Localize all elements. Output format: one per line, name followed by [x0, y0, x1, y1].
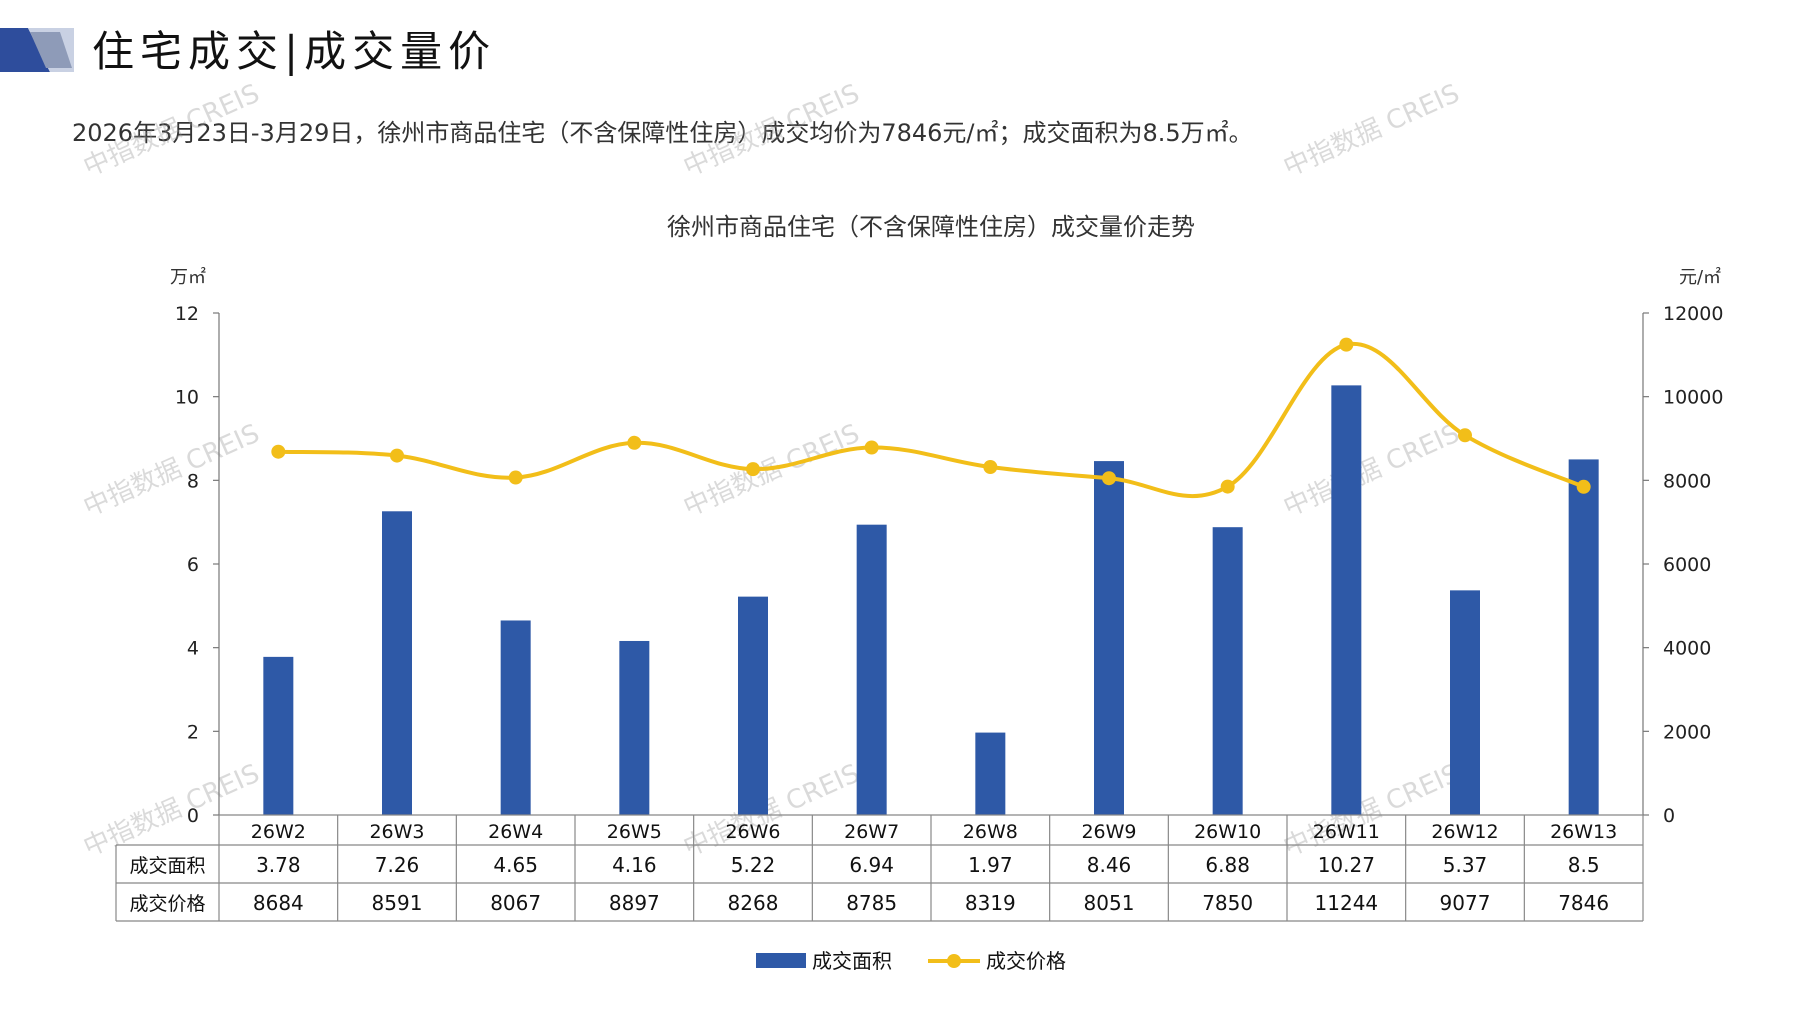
- right-tick-label: 4000: [1663, 638, 1711, 660]
- price-point: [864, 440, 879, 455]
- price-value-label: 8785: [846, 891, 897, 915]
- price-point: [508, 470, 523, 485]
- area-value-label: 10.27: [1318, 853, 1375, 877]
- right-tick-label: 8000: [1663, 470, 1711, 492]
- price-point: [390, 448, 404, 463]
- area-value-label: 6.94: [849, 853, 894, 877]
- legend-line-marker: [947, 954, 961, 968]
- bar-area: [1094, 461, 1124, 815]
- area-value-label: 5.37: [1443, 853, 1488, 877]
- price-point: [983, 459, 998, 474]
- bar-area: [738, 596, 768, 815]
- category-label: 26W8: [963, 821, 1018, 843]
- price-line: [278, 341, 1585, 498]
- area-value-label: 7.26: [375, 853, 420, 877]
- price-value-label: 8591: [372, 891, 423, 915]
- area-value-label: 4.16: [612, 853, 657, 877]
- price-value-label: 8051: [1084, 891, 1135, 915]
- price-value-label: 8268: [728, 891, 779, 915]
- price-point: [1339, 337, 1354, 352]
- table-row-header: 成交面积: [129, 855, 205, 877]
- area-value-label: 5.22: [731, 853, 776, 877]
- chart-title: 徐州市商品住宅（不含保障性住房）成交量价走势: [667, 213, 1195, 241]
- left-tick-label: 8: [187, 470, 199, 492]
- left-tick-label: 6: [187, 554, 199, 576]
- bar-area: [619, 640, 650, 815]
- left-tick-label: 12: [175, 303, 199, 325]
- summary-text: 2026年3月23日-3月29日，徐州市商品住宅（不含保障性住房）成交均价为78…: [72, 119, 1253, 147]
- price-value-label: 8897: [609, 891, 660, 915]
- category-label: 26W13: [1550, 821, 1617, 843]
- category-label: 26W9: [1081, 821, 1136, 843]
- category-label: 26W12: [1431, 821, 1498, 843]
- price-value-label: 8319: [965, 891, 1016, 915]
- area-value-label: 1.97: [968, 853, 1013, 877]
- legend-line-label: 成交价格: [986, 949, 1066, 973]
- price-point: [1220, 479, 1235, 494]
- price-value-label: 7846: [1558, 891, 1609, 915]
- legend-bar-swatch: [756, 953, 806, 968]
- left-tick-label: 4: [187, 638, 199, 660]
- left-tick-label: 0: [187, 805, 199, 827]
- right-tick-label: 2000: [1663, 721, 1711, 743]
- area-value-label: 8.5: [1568, 853, 1600, 877]
- bar-area: [1450, 590, 1480, 815]
- left-tick-label: 10: [175, 387, 199, 409]
- area-value-label: 4.65: [493, 853, 538, 877]
- area-value-label: 6.88: [1205, 853, 1250, 877]
- right-tick-label: 12000: [1663, 303, 1723, 325]
- price-value-label: 9077: [1440, 891, 1491, 915]
- page-title: 住宅成交|成交量价: [92, 27, 497, 76]
- area-value-label: 3.78: [256, 853, 301, 877]
- category-label: 26W3: [369, 821, 424, 843]
- price-value-label: 8067: [490, 891, 541, 915]
- bar-area: [382, 511, 412, 815]
- category-label: 26W10: [1194, 821, 1261, 843]
- category-label: 26W5: [607, 821, 662, 843]
- bar-area: [1212, 527, 1243, 815]
- price-value-label: 7850: [1202, 891, 1253, 915]
- bar-area: [263, 656, 294, 815]
- price-point: [746, 462, 760, 477]
- table-row-header: 成交价格: [129, 893, 205, 915]
- left-axis-unit: 万㎡: [170, 266, 206, 288]
- right-tick-label: 0: [1663, 805, 1675, 827]
- legend-bar-label: 成交面积: [812, 949, 892, 973]
- logo-dark-shape: [0, 28, 50, 72]
- bar-area: [500, 620, 531, 815]
- bar-area: [1568, 459, 1599, 815]
- price-point: [1102, 471, 1116, 486]
- category-label: 26W6: [725, 821, 780, 843]
- price-point: [627, 435, 642, 450]
- price-value-label: 11244: [1315, 891, 1379, 915]
- price-point: [1576, 479, 1591, 494]
- category-label: 26W7: [844, 821, 899, 843]
- bar-area: [1331, 385, 1362, 815]
- price-point: [1458, 428, 1472, 443]
- category-label: 26W2: [251, 821, 306, 843]
- right-axis-unit: 元/㎡: [1679, 266, 1721, 288]
- area-value-label: 8.46: [1087, 853, 1132, 877]
- logo-mid-shape: [30, 32, 72, 68]
- brand-logo-icon: [0, 28, 74, 72]
- right-tick-label: 10000: [1663, 387, 1723, 409]
- price-value-label: 8684: [253, 891, 304, 915]
- right-tick-label: 6000: [1663, 554, 1711, 576]
- category-label: 26W11: [1313, 821, 1380, 843]
- bar-area: [975, 732, 1006, 815]
- category-label: 26W4: [488, 821, 543, 843]
- price-point: [271, 444, 286, 459]
- left-tick-label: 2: [187, 721, 199, 743]
- bar-area: [856, 524, 887, 815]
